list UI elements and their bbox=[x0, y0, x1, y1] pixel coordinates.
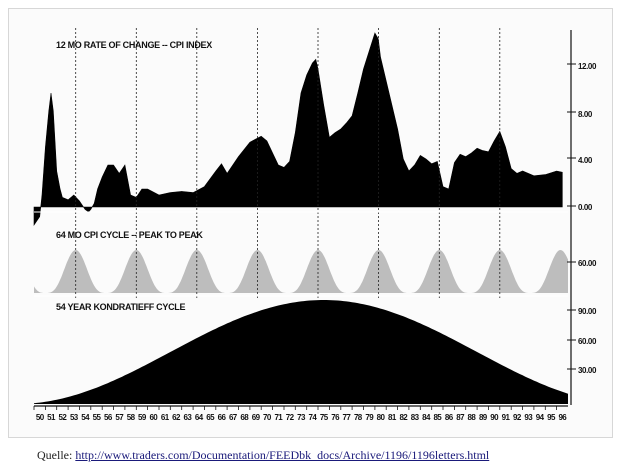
x-tick-label-75: 75 bbox=[320, 413, 329, 422]
x-tick-label-74: 74 bbox=[309, 413, 318, 422]
tick-label-k-60: 60.00 bbox=[578, 337, 597, 346]
tick-label-0: 0.00 bbox=[578, 203, 593, 212]
x-tick-label-53: 53 bbox=[70, 413, 79, 422]
x-tick-label-55: 55 bbox=[93, 413, 102, 422]
tick-label-4: 4.00 bbox=[578, 156, 593, 165]
source-label: Quelle: bbox=[37, 448, 73, 462]
panel-title-64mo-cycle: 64 MO CPI CYCLE -- PEAK TO PEAK bbox=[56, 230, 203, 240]
x-tick-label-54: 54 bbox=[81, 413, 90, 422]
tick-label-k-30: 30.00 bbox=[578, 366, 597, 375]
x-tick-label-64: 64 bbox=[195, 413, 204, 422]
x-tick-label-79: 79 bbox=[365, 413, 374, 422]
kondratieff-cycle-area bbox=[34, 300, 568, 404]
x-tick-label-68: 68 bbox=[240, 413, 249, 422]
x-tick-label-87: 87 bbox=[456, 413, 465, 422]
x-tick-label-80: 80 bbox=[377, 413, 386, 422]
x-tick-label-65: 65 bbox=[206, 413, 215, 422]
x-tick-label-56: 56 bbox=[104, 413, 113, 422]
x-tick-label-52: 52 bbox=[59, 413, 68, 422]
x-tick-label-70: 70 bbox=[263, 413, 272, 422]
x-tick-label-51: 51 bbox=[47, 413, 56, 422]
x-tick-label-89: 89 bbox=[479, 413, 488, 422]
x-tick-label-78: 78 bbox=[354, 413, 363, 422]
panel-title-rate-of-change: 12 MO RATE OF CHANGE -- CPI INDEX bbox=[56, 40, 212, 50]
x-tick-label-92: 92 bbox=[513, 413, 522, 422]
x-tick-label-60: 60 bbox=[149, 413, 158, 422]
cpi-rate-area bbox=[33, 32, 563, 226]
tick-label-k-90: 90.00 bbox=[578, 307, 597, 316]
x-tick-label-91: 91 bbox=[502, 413, 511, 422]
x-tick-label-69: 69 bbox=[252, 413, 261, 422]
x-tick-label-50: 50 bbox=[36, 413, 45, 422]
x-tick-label-63: 63 bbox=[184, 413, 193, 422]
x-tick-label-57: 57 bbox=[115, 413, 124, 422]
x-tick-label-90: 90 bbox=[490, 413, 499, 422]
x-tick-label-77: 77 bbox=[343, 413, 352, 422]
x-tick-label-81: 81 bbox=[388, 413, 397, 422]
panel-title-kondratieff: 54 YEAR KONDRATIEFF CYCLE bbox=[56, 302, 185, 312]
x-tick-label-66: 66 bbox=[218, 413, 227, 422]
x-tick-label-96: 96 bbox=[558, 413, 567, 422]
x-tick-label-76: 76 bbox=[331, 413, 340, 422]
source-link[interactable]: http://www.traders.com/Documentation/FEE… bbox=[75, 448, 490, 462]
x-tick-label-67: 67 bbox=[229, 413, 238, 422]
x-tick-label-71: 71 bbox=[274, 413, 283, 422]
x-tick-label-83: 83 bbox=[411, 413, 420, 422]
tick-label-cycle-60: 60.00 bbox=[578, 259, 597, 268]
x-tick-label-85: 85 bbox=[433, 413, 442, 422]
x-tick-label-94: 94 bbox=[536, 413, 545, 422]
x-tick-label-62: 62 bbox=[172, 413, 181, 422]
x-tick-label-88: 88 bbox=[468, 413, 477, 422]
x-tick-label-73: 73 bbox=[297, 413, 306, 422]
source-caption: Quelle: http://www.traders.com/Documenta… bbox=[37, 448, 489, 463]
x-tick-label-93: 93 bbox=[524, 413, 533, 422]
x-tick-label-59: 59 bbox=[138, 413, 147, 422]
x-tick-label-84: 84 bbox=[422, 413, 431, 422]
x-tick-label-86: 86 bbox=[445, 413, 454, 422]
cpi-64mo-cycle-area bbox=[34, 250, 568, 293]
x-tick-label-82: 82 bbox=[399, 413, 408, 422]
x-tick-label-72: 72 bbox=[286, 413, 295, 422]
x-tick-label-95: 95 bbox=[547, 413, 556, 422]
x-tick-label-58: 58 bbox=[127, 413, 136, 422]
tick-label-8: 8.00 bbox=[578, 110, 593, 119]
x-tick-label-61: 61 bbox=[161, 413, 170, 422]
tick-label-12: 12.00 bbox=[578, 62, 597, 71]
